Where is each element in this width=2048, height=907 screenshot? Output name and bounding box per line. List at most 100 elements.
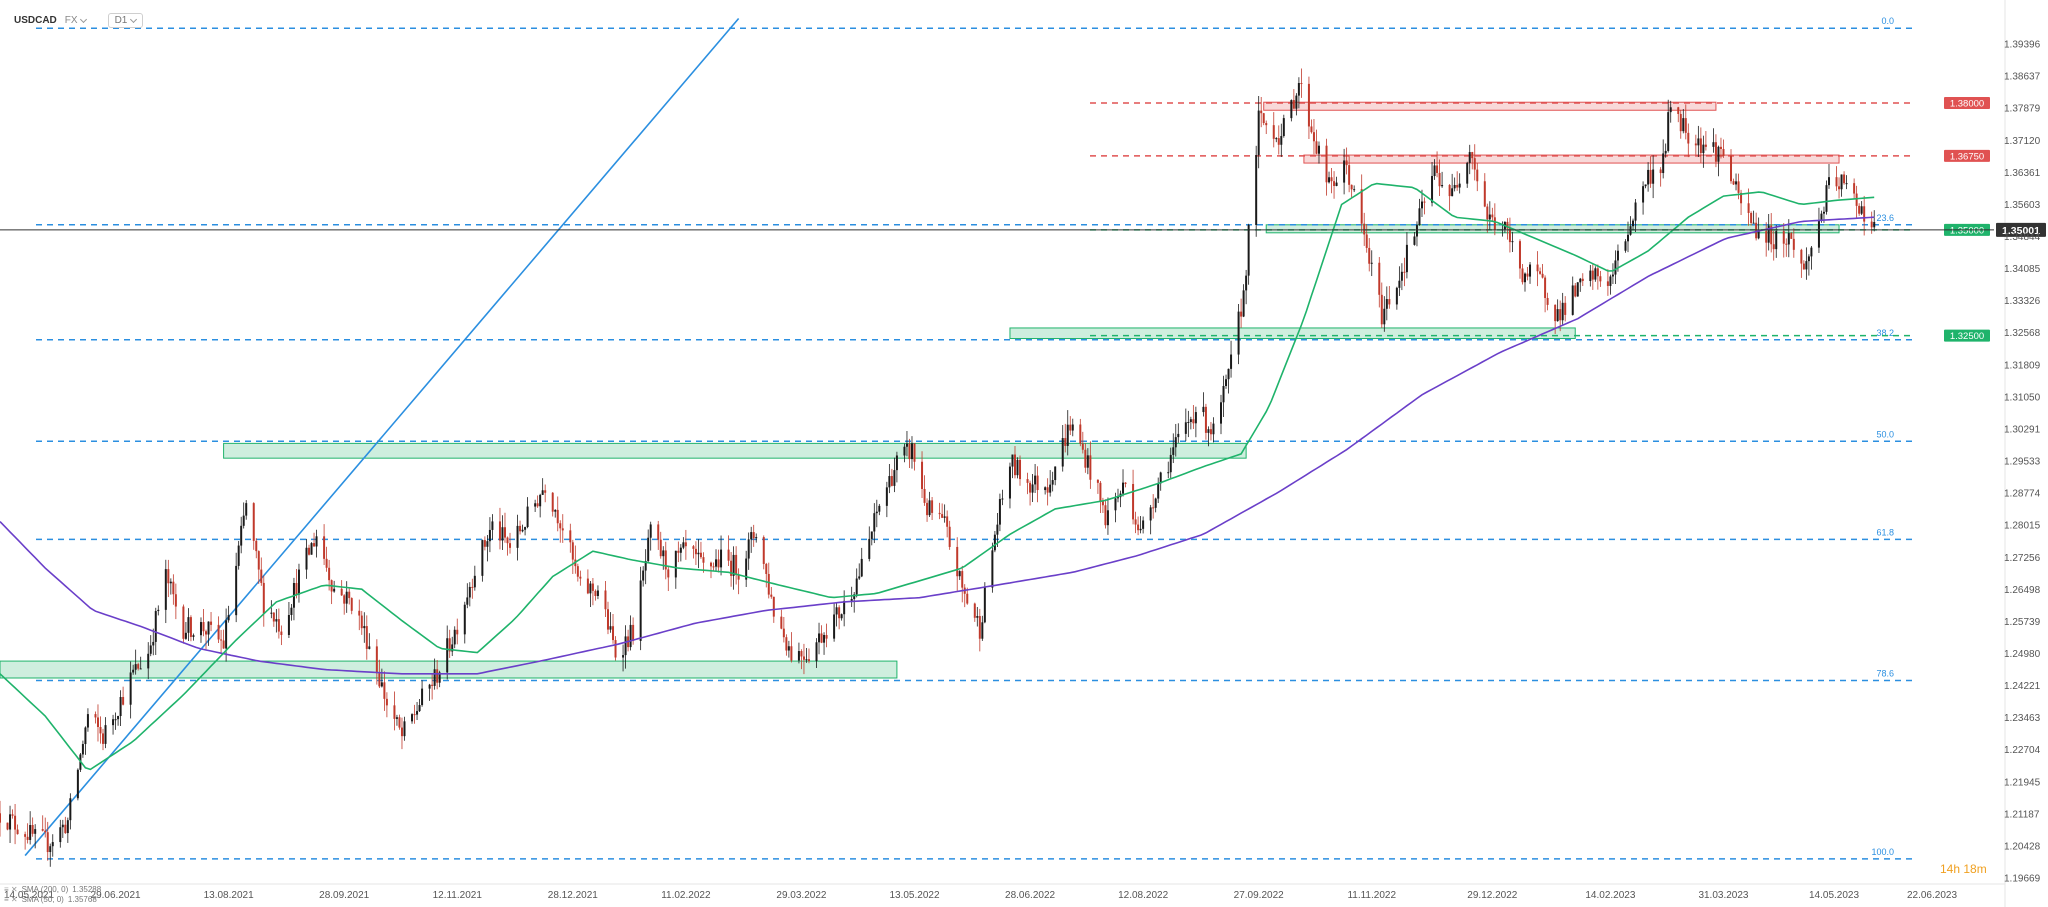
candle-body <box>26 836 29 840</box>
candle-body <box>448 638 451 652</box>
candle-body <box>503 527 506 538</box>
candle-body <box>1714 142 1717 162</box>
candle-body <box>657 524 660 540</box>
candle-body <box>1458 183 1461 188</box>
candle <box>1001 489 1004 506</box>
candle-body <box>1046 487 1049 493</box>
candle <box>59 819 62 848</box>
candle-body <box>1237 311 1240 355</box>
candle <box>1167 461 1170 479</box>
candle <box>923 475 926 506</box>
indicator-legend-row[interactable]: ≡ ✕ SMA (200, 0) 1.35288 <box>4 885 101 895</box>
current-price-tag <box>1996 222 2046 237</box>
candle <box>363 612 366 643</box>
candle <box>280 625 283 646</box>
candle <box>868 526 871 562</box>
candle <box>1295 93 1298 116</box>
candle <box>684 529 687 560</box>
candle-body <box>1702 144 1705 154</box>
indicator-label: SMA (200, 0) <box>21 885 69 894</box>
candle-body <box>664 550 667 570</box>
candle <box>1792 228 1795 258</box>
timeframe-selector[interactable]: D1 <box>107 13 144 28</box>
candle-body <box>1835 177 1838 187</box>
candle <box>26 823 29 844</box>
candle-body <box>516 525 519 548</box>
candle <box>1265 120 1268 135</box>
candle-body <box>400 727 403 737</box>
x-tick-label: 14.02.2023 <box>1585 890 1635 901</box>
indicator-legend-row[interactable]: ≡ ✕ SMA (50, 0) 1.35768 <box>4 895 101 905</box>
candle-body <box>1086 455 1089 468</box>
settings-icon[interactable]: ≡ ✕ <box>4 895 18 904</box>
candle-body <box>860 558 863 577</box>
candle-body <box>1599 276 1602 282</box>
candle <box>1237 304 1240 365</box>
candle-body <box>242 515 245 526</box>
candle <box>1099 481 1102 513</box>
candle <box>398 714 401 730</box>
candle-body <box>1169 454 1172 473</box>
candle <box>503 512 506 543</box>
candle <box>833 602 836 642</box>
candle <box>1257 95 1260 169</box>
candle-body <box>1704 144 1707 147</box>
candle-body <box>1398 280 1401 288</box>
candle <box>752 524 755 547</box>
candle <box>1523 272 1526 292</box>
candle <box>1659 167 1662 187</box>
candle-body <box>820 633 823 643</box>
candle <box>647 529 650 564</box>
candle-body <box>855 578 858 595</box>
candle-body <box>1526 273 1529 277</box>
candle <box>835 602 838 627</box>
candle <box>393 691 396 731</box>
candle <box>220 629 223 653</box>
candle-body <box>225 620 228 649</box>
candle <box>1448 184 1451 211</box>
candle <box>287 602 290 638</box>
candle <box>1089 441 1092 489</box>
candle-body <box>220 639 223 641</box>
candle <box>192 633 195 641</box>
candle-body <box>715 559 718 567</box>
candle <box>245 500 248 520</box>
candle-body <box>11 814 14 816</box>
candle-body <box>345 591 348 604</box>
candle <box>1677 106 1680 123</box>
candle-body <box>679 547 682 553</box>
candle-body <box>1096 479 1099 483</box>
candle <box>1137 516 1140 536</box>
candle-body <box>712 566 715 568</box>
candle <box>571 539 574 575</box>
candle <box>112 714 115 735</box>
candle <box>1682 109 1685 134</box>
exchange-selector[interactable]: FX <box>65 15 87 26</box>
y-tick-label: 1.39396 <box>2004 40 2041 51</box>
candle-body <box>343 595 346 604</box>
candle-body <box>981 622 984 639</box>
candle-body <box>363 626 366 629</box>
symbol-label[interactable]: USDCAD <box>14 15 57 26</box>
candle <box>51 834 54 857</box>
candle <box>534 499 537 512</box>
candle <box>456 618 459 645</box>
candle-body <box>1609 276 1612 286</box>
candle-body <box>1840 174 1843 190</box>
candle <box>976 606 979 627</box>
candle <box>418 698 421 712</box>
candle-body <box>436 669 439 683</box>
candle-body <box>96 717 99 727</box>
candle-body <box>287 614 290 635</box>
candle-body <box>770 594 773 597</box>
candle <box>66 817 69 843</box>
candle-body <box>931 500 934 513</box>
candle-body <box>1297 83 1300 96</box>
candle <box>1187 410 1190 438</box>
x-tick-label: 29.12.2022 <box>1467 890 1517 901</box>
candle <box>96 704 99 742</box>
settings-icon[interactable]: ≡ ✕ <box>4 885 18 894</box>
candle-body <box>1403 271 1406 273</box>
